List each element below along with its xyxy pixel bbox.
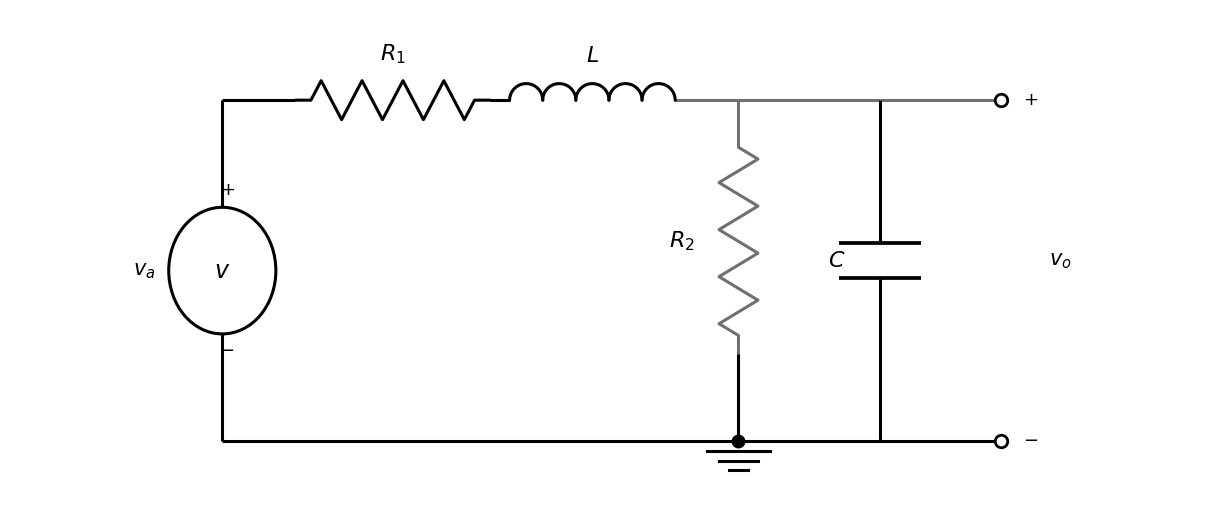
Text: +: +	[1023, 91, 1038, 109]
Text: −: −	[220, 343, 234, 360]
Text: $R_1$: $R_1$	[380, 42, 405, 66]
Text: $v$: $v$	[214, 259, 231, 283]
Text: $R_2$: $R_2$	[669, 229, 694, 253]
Text: $L$: $L$	[586, 46, 599, 66]
Text: $v_\mathregular{o}$: $v_\mathregular{o}$	[1049, 251, 1071, 271]
Ellipse shape	[169, 207, 276, 334]
Text: +: +	[220, 181, 234, 199]
Text: $C$: $C$	[828, 251, 846, 271]
Text: −: −	[1023, 432, 1038, 450]
Text: $v_\mathregular{a}$: $v_\mathregular{a}$	[134, 261, 155, 281]
